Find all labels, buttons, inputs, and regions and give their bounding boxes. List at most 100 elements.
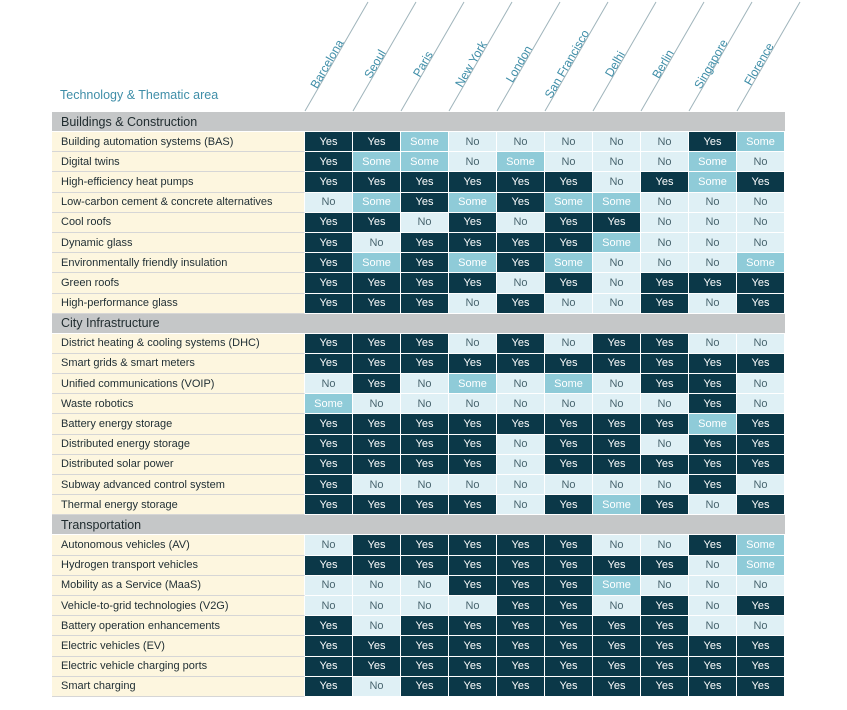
status-cell: Yes — [353, 353, 401, 375]
table-row: Electric vehicle charging ports Yes Yes Yes… — [52, 656, 785, 677]
status-cell: Yes — [353, 454, 401, 475]
status-cell: No — [641, 232, 689, 254]
status-cell: Yes — [401, 434, 449, 455]
status-cell: Yes — [305, 454, 353, 475]
table-row: Vehicle-to-grid technologies (V2G) No No No… — [52, 595, 785, 617]
table-row: Environmentally friendly insulation Yes So… — [52, 253, 785, 274]
status-cell: Yes — [497, 636, 545, 657]
technology-label: Electric vehicle charging ports — [52, 656, 305, 677]
status-cell: Yes — [353, 555, 401, 576]
status-cell: Yes — [497, 535, 545, 556]
status-cell: No — [305, 374, 353, 395]
status-cell: Yes — [737, 273, 785, 294]
status-cell: No — [737, 394, 785, 415]
status-cell: Yes — [737, 353, 785, 375]
technology-label: Electric vehicles (EV) — [52, 636, 305, 657]
status-cell: Yes — [401, 273, 449, 294]
table-row: Waste robotics Some No No No No No No No Yes No — [52, 394, 785, 415]
status-cell: No — [449, 293, 497, 314]
status-cell: No — [641, 152, 689, 173]
status-cell: Yes — [737, 676, 785, 697]
status-cell: No — [305, 535, 353, 556]
header-divider-line — [400, 1, 465, 112]
status-cell: Yes — [545, 595, 593, 617]
status-cell: No — [689, 293, 737, 314]
status-cell: Yes — [545, 454, 593, 475]
table-row: Electric vehicles (EV) Yes Yes Yes Yes Yes Yes… — [52, 636, 785, 657]
technology-label: Mobility as a Service (MaaS) — [52, 575, 305, 596]
status-cell: Some — [545, 192, 593, 213]
status-cell: No — [305, 595, 353, 617]
status-cell: No — [641, 575, 689, 596]
status-cell: No — [497, 475, 545, 496]
status-cell: No — [497, 374, 545, 395]
status-cell: Yes — [353, 495, 401, 516]
status-cell: Yes — [641, 656, 689, 677]
technology-label: Building automation systems (BAS) — [52, 132, 305, 153]
status-cell: No — [641, 434, 689, 455]
status-cell: Some — [737, 535, 785, 556]
status-cell: No — [593, 293, 641, 314]
header-divider-line — [448, 1, 513, 112]
status-cell: No — [497, 212, 545, 233]
status-cell: Yes — [545, 676, 593, 697]
status-cell: Yes — [545, 535, 593, 556]
status-cell: Yes — [737, 656, 785, 677]
table-row: Green roofs Yes Yes Yes Yes No Yes No Yes Yes Yes — [52, 273, 785, 294]
technology-label: Cool roofs — [52, 212, 305, 233]
section-header-row: Transportation — [52, 515, 785, 536]
status-cell: Yes — [641, 293, 689, 314]
status-cell: Yes — [353, 656, 401, 677]
status-cell: Yes — [737, 172, 785, 193]
table-header: Technology & Thematic area Barcelona Seou… — [52, 0, 801, 112]
status-cell: Yes — [689, 374, 737, 395]
status-cell: No — [497, 434, 545, 455]
status-cell: Yes — [641, 495, 689, 516]
status-cell: No — [353, 232, 401, 254]
status-cell: No — [689, 333, 737, 354]
status-cell: No — [641, 253, 689, 274]
status-cell: Yes — [305, 636, 353, 657]
technology-label: Distributed solar power — [52, 454, 305, 475]
table-row: Distributed solar power Yes Yes Yes Yes No Yes… — [52, 454, 785, 475]
technology-label: Distributed energy storage — [52, 434, 305, 455]
status-cell: No — [593, 253, 641, 274]
technology-label: Dynamic glass — [52, 232, 305, 254]
status-cell: No — [689, 212, 737, 233]
status-cell: Yes — [449, 616, 497, 637]
status-cell: Yes — [353, 636, 401, 657]
status-cell: Yes — [593, 454, 641, 475]
status-cell: Yes — [305, 152, 353, 173]
header-divider-line — [736, 1, 801, 112]
status-cell: Yes — [545, 273, 593, 294]
status-cell: No — [353, 575, 401, 596]
technology-label: Waste robotics — [52, 394, 305, 415]
status-cell: Some — [737, 253, 785, 274]
status-cell: No — [353, 595, 401, 617]
status-cell: Yes — [737, 595, 785, 617]
status-cell: Yes — [497, 575, 545, 596]
status-cell: Yes — [449, 656, 497, 677]
status-cell: Yes — [545, 212, 593, 233]
status-cell: No — [737, 475, 785, 496]
status-cell: No — [689, 555, 737, 576]
status-cell: Yes — [401, 333, 449, 354]
status-cell: Yes — [401, 253, 449, 274]
status-cell: No — [689, 192, 737, 213]
status-cell: No — [593, 172, 641, 193]
status-cell: Yes — [305, 414, 353, 435]
status-cell: Yes — [641, 555, 689, 576]
status-cell: Yes — [449, 535, 497, 556]
status-cell: Yes — [353, 212, 401, 233]
status-cell: Some — [545, 374, 593, 395]
status-cell: Yes — [353, 374, 401, 395]
table-row: Battery operation enhancements Yes No Yes Ye… — [52, 616, 785, 637]
status-cell: Yes — [305, 434, 353, 455]
status-cell: Yes — [641, 636, 689, 657]
status-cell: No — [401, 212, 449, 233]
status-cell: Yes — [401, 353, 449, 375]
status-cell: Yes — [497, 595, 545, 617]
status-cell: Yes — [401, 172, 449, 193]
status-cell: No — [641, 132, 689, 153]
status-cell: Yes — [305, 253, 353, 274]
